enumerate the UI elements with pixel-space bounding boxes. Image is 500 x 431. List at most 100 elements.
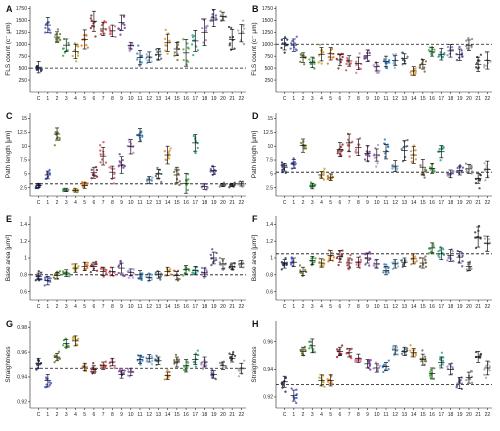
- y-tick-label: 500: [19, 66, 28, 72]
- data-point: [414, 158, 417, 161]
- data-point: [187, 178, 190, 181]
- y-tick-label: 750: [265, 54, 274, 60]
- data-point: [49, 382, 53, 385]
- data-point: [461, 265, 464, 268]
- y-tick-label: 1.2: [20, 239, 27, 245]
- data-point: [423, 359, 427, 363]
- data-point: [335, 355, 339, 359]
- data-point: [483, 237, 487, 240]
- data-point: [95, 175, 99, 178]
- data-point: [478, 187, 481, 190]
- x-tick-label: 5: [329, 304, 332, 310]
- data-point: [280, 38, 284, 41]
- data-point: [369, 252, 372, 255]
- x-tick-label: 18: [202, 200, 208, 206]
- data-point: [358, 52, 361, 55]
- data-point: [488, 360, 491, 364]
- data-point: [35, 68, 39, 71]
- panel-letter: C: [6, 111, 13, 121]
- x-tick-label: 20: [466, 412, 472, 418]
- data-point: [141, 135, 144, 138]
- data-point: [194, 365, 198, 368]
- data-point: [84, 33, 88, 37]
- data-point: [455, 59, 459, 62]
- y-tick-label: 1500: [262, 18, 273, 24]
- data-point: [429, 168, 432, 171]
- data-point: [113, 271, 116, 274]
- y-tick-label: 1.4: [266, 222, 273, 228]
- data-point: [409, 344, 412, 347]
- data-point: [156, 166, 159, 170]
- data-point: [479, 53, 483, 56]
- data-point: [140, 61, 144, 64]
- data-point: [178, 277, 181, 281]
- x-tick-label: 17: [193, 412, 199, 418]
- data-point: [428, 46, 431, 49]
- y-tick-label: 5: [24, 172, 27, 178]
- data-point: [61, 270, 65, 273]
- data-point: [429, 370, 432, 373]
- data-point: [151, 176, 154, 179]
- x-tick-label: 13: [156, 200, 162, 206]
- data-point: [396, 265, 400, 268]
- y-tick-label: 0.94: [263, 367, 273, 373]
- x-tick-label: 17: [439, 304, 445, 310]
- data-point: [74, 60, 78, 63]
- x-tick-label: 19: [457, 412, 463, 418]
- data-point: [192, 271, 195, 274]
- data-point: [424, 255, 427, 258]
- data-point: [138, 64, 141, 67]
- data-point: [415, 259, 418, 263]
- data-point: [331, 56, 334, 59]
- data-point: [214, 377, 217, 381]
- x-tick-label: 19: [211, 96, 217, 102]
- data-point: [423, 355, 427, 358]
- x-tick-label: 5: [83, 304, 86, 310]
- data-point: [347, 268, 350, 271]
- x-tick-label: 13: [156, 96, 162, 102]
- data-point: [105, 268, 108, 272]
- data-point: [406, 144, 409, 148]
- data-point: [104, 161, 108, 164]
- data-point: [228, 352, 231, 355]
- data-point: [412, 144, 416, 147]
- data-point: [322, 171, 325, 174]
- data-point: [128, 140, 131, 144]
- data-point: [314, 183, 317, 186]
- data-point: [243, 359, 246, 362]
- data-point: [409, 71, 412, 74]
- x-tick-label: 4: [320, 200, 323, 206]
- data-point: [229, 356, 232, 359]
- panel-letter: H: [252, 319, 259, 329]
- data-point: [76, 54, 80, 57]
- data-point: [136, 52, 139, 55]
- x-tick-label: 9: [366, 304, 369, 310]
- data-point: [62, 344, 65, 347]
- data-point: [391, 166, 394, 170]
- data-point: [67, 345, 71, 349]
- data-point: [405, 349, 408, 352]
- x-tick-label: 10: [128, 200, 134, 206]
- data-point: [210, 263, 213, 267]
- y-tick-label: 1.4: [20, 222, 27, 228]
- data-point: [113, 366, 116, 370]
- data-point: [80, 44, 83, 47]
- data-point: [218, 361, 222, 365]
- data-point: [427, 252, 431, 255]
- data-point: [396, 167, 399, 170]
- x-tick-label: 1: [46, 412, 49, 418]
- x-tick-label: 7: [348, 200, 351, 206]
- data-point: [173, 359, 176, 362]
- data-point: [441, 359, 445, 362]
- data-point: [456, 166, 459, 170]
- data-point: [228, 44, 231, 47]
- data-point: [224, 366, 228, 370]
- y-axis-title: Path length [μm]: [251, 131, 258, 179]
- x-tick-label: 9: [366, 412, 369, 418]
- data-point: [77, 337, 80, 341]
- data-point: [94, 370, 97, 373]
- data-point: [373, 264, 376, 267]
- y-tick-label: 250: [19, 78, 28, 84]
- data-point: [86, 264, 89, 267]
- data-point: [483, 162, 486, 165]
